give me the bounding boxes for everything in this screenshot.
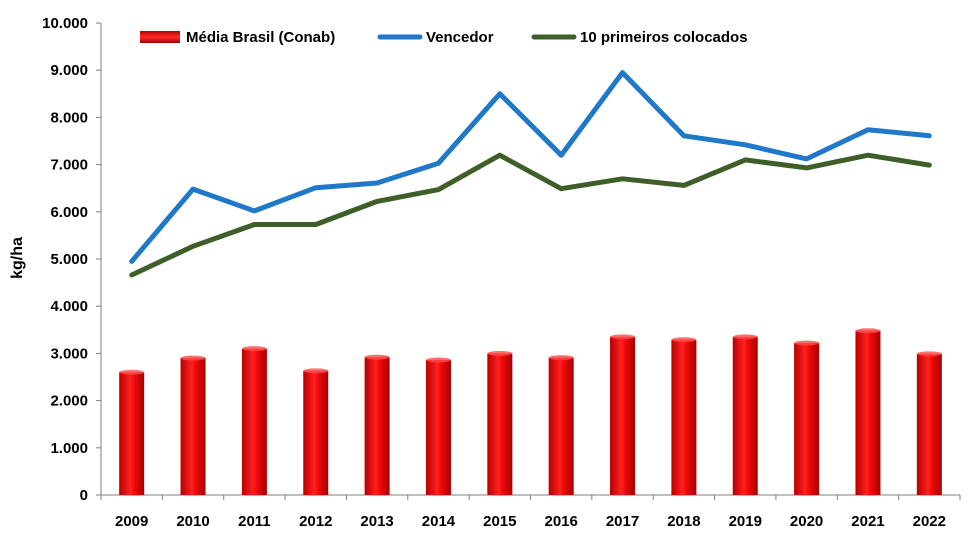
bar xyxy=(425,360,451,495)
bar xyxy=(241,348,267,495)
x-tick-label: 2019 xyxy=(729,513,762,530)
x-tick-label: 2021 xyxy=(851,513,884,530)
x-tick-label: 2010 xyxy=(176,513,209,530)
bar-top xyxy=(241,346,267,352)
bar-top xyxy=(180,355,206,361)
legend-label: 10 primeiros colocados xyxy=(580,29,748,46)
y-tick-label: 1.000 xyxy=(50,440,88,457)
bar xyxy=(303,370,329,495)
y-tick-label: 10.000 xyxy=(42,15,88,32)
bar xyxy=(119,372,145,495)
bar-top xyxy=(364,354,390,360)
bar-top xyxy=(916,351,942,357)
x-tick-label: 2020 xyxy=(790,513,823,530)
x-tick-label: 2013 xyxy=(360,513,393,530)
x-tick-label: 2017 xyxy=(606,513,639,530)
y-tick-label: 4.000 xyxy=(50,298,88,315)
x-tick-label: 2022 xyxy=(913,513,946,530)
bar xyxy=(364,357,390,495)
x-tick-label: 2009 xyxy=(115,513,148,530)
bar-top xyxy=(119,369,145,375)
bar xyxy=(671,339,697,495)
y-tick-label: 7.000 xyxy=(50,157,88,174)
bar xyxy=(732,336,758,495)
series-line xyxy=(129,70,932,264)
legend-label: Média Brasil (Conab) xyxy=(186,29,335,46)
x-tick-label: 2016 xyxy=(544,513,577,530)
bar-top xyxy=(610,334,636,340)
bar xyxy=(610,336,636,495)
bar-top xyxy=(732,334,758,340)
bar xyxy=(487,353,513,495)
series-line xyxy=(129,152,932,278)
y-tick-label: 8.000 xyxy=(50,109,88,126)
bar xyxy=(180,358,206,495)
y-axis-title: kg/ha xyxy=(9,237,26,279)
bar-top xyxy=(794,340,820,346)
bar xyxy=(916,353,942,495)
y-tick-label: 3.000 xyxy=(50,345,88,362)
y-tick-label: 2.000 xyxy=(50,393,88,410)
bar-top xyxy=(303,368,329,374)
bar xyxy=(855,330,881,495)
bar xyxy=(548,357,574,495)
bar-top xyxy=(548,355,574,361)
bar xyxy=(794,343,820,495)
y-tick-label: 6.000 xyxy=(50,204,88,221)
bar-top xyxy=(425,357,451,363)
bar-top xyxy=(487,350,513,356)
bar-top xyxy=(671,337,697,343)
legend-label: Vencedor xyxy=(426,29,494,46)
legend-swatch-bar xyxy=(140,31,180,43)
legend: Média Brasil (Conab) Vencedor 10 primeiros… xyxy=(140,29,748,46)
y-tick-label: 0 xyxy=(80,487,88,504)
x-tick-label: 2011 xyxy=(238,513,271,530)
y-tick-label: 5.000 xyxy=(50,251,88,268)
plot-area: 0 1.000 2.000 3.000 4.000 5.000 6.000 7.000 8.00… xyxy=(42,15,961,530)
bar-top xyxy=(855,328,881,334)
x-tick-label: 2014 xyxy=(422,513,456,530)
y-tick-label: 9.000 xyxy=(50,62,88,79)
x-tick-label: 2015 xyxy=(483,513,516,530)
x-tick-label: 2012 xyxy=(299,513,332,530)
x-tick-label: 2018 xyxy=(667,513,700,530)
